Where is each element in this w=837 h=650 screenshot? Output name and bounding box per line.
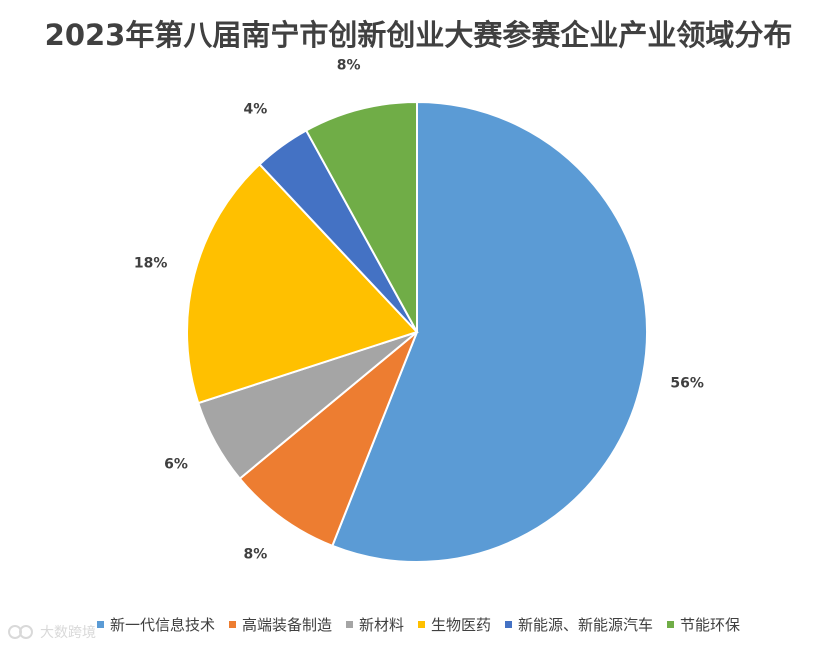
slice-percent-label: 4% — [243, 102, 267, 118]
pie-slice — [304, 100, 418, 333]
legend-label: 生物医药 — [431, 616, 492, 634]
legend-label: 新能源、新能源汽车 — [518, 616, 654, 634]
pie-slice — [238, 331, 418, 548]
pie-slice — [186, 162, 419, 405]
legend: 新一代信息技术 高端装备制造 新材料 生物医药 新能源、新能源汽车 节能环保 — [0, 614, 837, 635]
legend-label: 新材料 — [358, 616, 404, 634]
pie-slice — [331, 100, 648, 563]
legend-swatch — [228, 621, 236, 628]
watermark: 大数跨境 — [8, 622, 96, 642]
watermark-logo-icon — [8, 625, 33, 639]
legend-swatch — [667, 621, 675, 628]
slice-percent-label: 8% — [243, 546, 267, 562]
legend-item: 节能环保 — [667, 614, 740, 635]
slice-percent-label: 6% — [164, 456, 188, 472]
legend-label: 节能环保 — [680, 616, 741, 634]
legend-item: 新一代信息技术 — [96, 614, 215, 635]
slice-percent-label: 8% — [337, 58, 361, 74]
legend-item: 新材料 — [345, 614, 404, 635]
pie-chart: 56% 8% 6% 18% 4% 8% — [134, 58, 704, 563]
chart-title: 2023年第八届南宁市创新创业大赛参赛企业产业领域分布 — [44, 18, 793, 52]
watermark-text: 大数跨境 — [40, 625, 96, 641]
legend-swatch — [418, 621, 425, 628]
legend-swatch — [345, 621, 353, 628]
legend-label: 新一代信息技术 — [109, 616, 215, 634]
legend-swatch — [505, 621, 513, 628]
legend-item: 生物医药 — [418, 614, 491, 635]
legend-swatch — [96, 621, 104, 628]
slice-percent-label: 18% — [134, 256, 168, 272]
legend-item: 高端装备制造 — [228, 614, 332, 635]
slice-percent-label: 56% — [670, 376, 704, 392]
legend-item: 新能源、新能源汽车 — [505, 614, 653, 635]
legend-label: 高端装备制造 — [241, 616, 332, 634]
